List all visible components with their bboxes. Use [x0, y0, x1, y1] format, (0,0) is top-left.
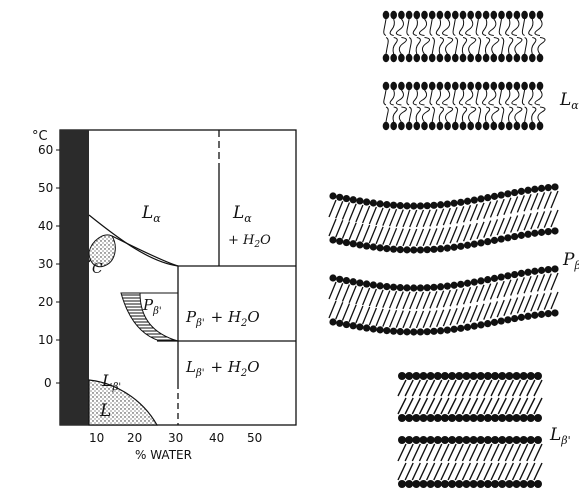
- y-tick-50: 50: [38, 181, 53, 195]
- region-labels: Lα Lα + H2O C Pβ' Pβ' + H2O Lβ' Lβ' + H2O …: [92, 203, 271, 421]
- boundary-la-upper: [88, 214, 179, 267]
- label-c: C: [92, 261, 103, 277]
- y-tick-30: 30: [38, 257, 53, 271]
- structure-l-alpha: Lα: [382, 10, 579, 131]
- region-l: [88, 379, 159, 426]
- label-p-beta: Pβ': [142, 296, 162, 317]
- label-l-beta: Lβ': [101, 371, 121, 393]
- bilayer-p-beta-2: [328, 265, 559, 336]
- bilayer-l-alpha-1: [382, 10, 546, 63]
- label-l: L: [99, 401, 111, 421]
- label-l-alpha: Lα: [141, 203, 161, 225]
- bilayer-l-beta-1: [397, 372, 543, 422]
- phase-diagram: °C 60 50 40 30 20 10 0 10 20 30 40 50 % …: [32, 129, 297, 462]
- y-axis: °C 60 50 40 30 20 10 0: [32, 129, 60, 390]
- region-p-beta-striped: [120, 292, 179, 342]
- y-tick-60: 60: [38, 143, 53, 157]
- bilayer-l-alpha-2: [382, 81, 546, 131]
- label-p-beta-water: Pβ' + H2O: [185, 308, 260, 329]
- label-l-beta-water: Lβ' + H2O: [185, 358, 260, 379]
- label-l-alpha-water-2: + H2O: [228, 233, 271, 250]
- x-tick-30: 30: [168, 431, 183, 445]
- y-tick-10: 10: [38, 333, 53, 347]
- x-tick-50: 50: [247, 431, 262, 445]
- x-tick-10: 10: [89, 431, 104, 445]
- structure-label-p-beta: Pβ: [562, 250, 579, 272]
- structure-l-beta: Lβ': [397, 372, 571, 488]
- dry-lipid-band: [60, 130, 89, 425]
- x-tick-40: 40: [209, 431, 224, 445]
- label-l-alpha-water: Lα: [232, 203, 252, 225]
- x-axis: 10 20 30 40 50 % WATER: [89, 431, 262, 462]
- y-tick-40: 40: [38, 219, 53, 233]
- y-tick-20: 20: [38, 295, 53, 309]
- y-tick-0: 0: [44, 376, 52, 390]
- y-unit: °C: [32, 129, 48, 144]
- structure-label-l-beta: Lβ': [549, 425, 571, 447]
- x-tick-20: 20: [127, 431, 142, 445]
- bilayer-l-beta-2: [397, 436, 543, 488]
- bilayer-p-beta-1: [328, 183, 559, 254]
- region-c: [88, 234, 116, 268]
- structure-p-beta: Pβ: [328, 183, 579, 336]
- x-axis-title: % WATER: [135, 448, 192, 462]
- structure-label-l-alpha: Lα: [559, 90, 579, 112]
